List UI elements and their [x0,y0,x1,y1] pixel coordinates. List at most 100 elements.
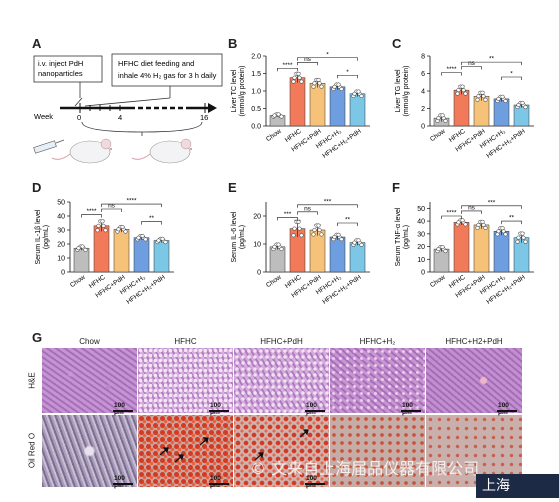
significance-label: * [346,69,349,76]
ylabel-F-0: Serum TNF-α level [395,207,402,266]
data-point [476,94,481,99]
data-point [312,81,317,86]
data-point [500,94,505,99]
scalebar-oil-chow [113,483,133,485]
oil-hfhc-h2-pdh-image [426,415,522,487]
column-label-hfhc-pdh: HFHC+PdH [260,337,303,346]
data-point [292,226,297,231]
diet-box [111,53,223,87]
y-tick-label: 6 [421,71,425,78]
he-hfhc-h2-image [330,348,425,413]
syringe-icon [33,139,65,154]
data-point [460,218,465,223]
data-point [136,235,141,240]
significance-label: **** [126,198,137,205]
data-point [356,238,361,243]
data-point [96,223,101,228]
data-point [339,237,344,242]
data-point [291,233,296,238]
y-tick-label: 10 [417,257,425,264]
data-point [443,249,448,254]
ylabel-F-1: (pg/mL) [403,225,410,249]
data-point [116,227,121,232]
significance-label: ** [345,217,351,224]
data-point [523,105,528,110]
significance-label: * [510,71,513,78]
data-point [272,244,277,249]
data-point [100,219,105,224]
data-point [83,247,88,252]
data-point [480,219,485,224]
y-tick-label: 0 [421,270,425,277]
significance-label: ** [509,215,515,222]
data-point [296,219,301,224]
y-tick-label: 0 [61,270,65,277]
he-chow-image [42,348,137,413]
significance-bracket [461,210,482,214]
significance-label: **** [446,66,457,73]
ylabel-B-1: (mmol/g protein) [239,66,246,117]
y-tick-label: 50 [417,206,425,213]
significance-label: **** [86,208,97,215]
y-tick-label: 20 [253,214,261,221]
column-label-hfhc-h2: HFHC+H₂ [359,337,396,346]
data-point [276,242,281,247]
data-point [123,229,128,234]
scalebar-oil-pdh [305,483,325,485]
ylabel-E-0: Serum IL-6 level [231,211,238,262]
scale-he-hfhc: 100 μm [210,402,221,416]
scalebar-oil-hfhc [209,483,229,485]
significance-bracket [337,74,358,79]
data-point [312,227,317,233]
data-point [336,232,341,237]
panel-letter-g: G [32,330,43,345]
scalebar-he-chow [113,410,133,412]
scalebar-he-pdh [305,410,325,412]
panel-letter-d: D [32,180,42,195]
data-point [515,239,520,244]
tick-16: 16 [200,113,208,122]
he-hfhc-image [138,348,233,413]
tick-0: 0 [77,113,81,122]
oil-chow-image [42,415,137,487]
data-point [440,113,445,118]
data-point [436,116,441,121]
ylabel-E-1: (pg/mL) [239,225,246,249]
significance-bracket [337,222,358,226]
data-point [279,246,284,252]
data-point [292,75,297,80]
y-tick-label: 40 [57,214,65,221]
data-point [103,228,108,233]
scalebar-he-h2 [401,410,421,412]
diet-line-1: HFHC diet feeding and [118,59,194,68]
injection-box [33,55,103,83]
y-tick-label: 20 [57,242,65,249]
chart-b: Liver TC level (mmol/g protein) 0.0 0.5 1.0 1… [231,51,370,160]
data-point [440,245,445,250]
data-point [332,234,337,240]
panel-letter-f: F [392,180,400,195]
data-point [76,246,81,251]
he-hfhc-pdh-image [234,348,329,413]
injection-line-1: i.v. inject PdH [38,59,83,68]
data-point [480,90,485,95]
significance-bracket [297,204,358,208]
y-tick-label: 50 [57,200,65,207]
diet-line-2: inhale 4% H₂ gas for 3 h daily [118,71,217,80]
data-point [101,223,106,228]
data-point [463,222,468,227]
significance-label: *** [284,211,292,218]
data-point [160,236,165,241]
data-point [272,113,277,118]
data-point [516,235,521,240]
significance-label: ** [149,215,155,222]
scale-he-h2pdh: 100 μm [498,402,509,416]
data-point [352,240,357,245]
column-label-hfhc: HFHC [174,337,197,346]
data-point [316,77,321,82]
data-point [143,237,148,242]
data-point [463,91,468,96]
